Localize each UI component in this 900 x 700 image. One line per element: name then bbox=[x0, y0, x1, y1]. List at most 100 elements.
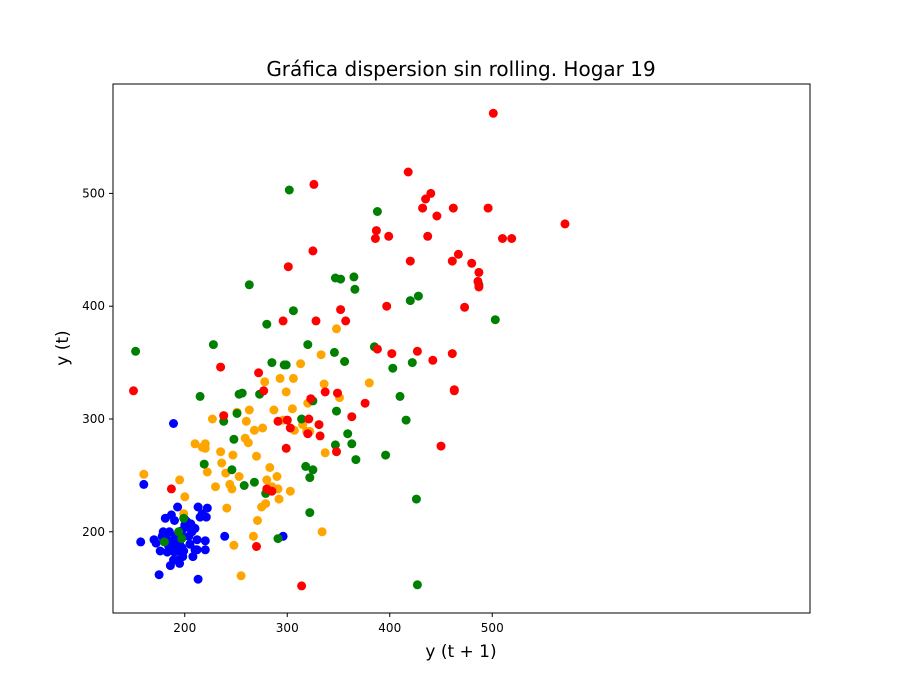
scatter-point bbox=[449, 386, 459, 396]
scatter-point bbox=[211, 482, 220, 492]
scatter-point bbox=[179, 513, 189, 523]
y-tick-label: 200 bbox=[82, 525, 105, 539]
scatter-point bbox=[243, 438, 253, 448]
scatter-point bbox=[320, 387, 330, 397]
scatter-point bbox=[278, 316, 288, 326]
scatter-point bbox=[453, 249, 463, 259]
scatter-point bbox=[460, 302, 470, 312]
scatter-point bbox=[401, 415, 411, 425]
scatter-point bbox=[467, 258, 477, 268]
scatter-point bbox=[222, 503, 232, 513]
scatter-point bbox=[340, 357, 350, 366]
scatter-point bbox=[388, 363, 398, 373]
scatter-point bbox=[332, 324, 341, 334]
scatter-point bbox=[364, 378, 374, 388]
scatter-point bbox=[201, 512, 211, 522]
scatter-point bbox=[269, 405, 279, 415]
scatter-point bbox=[309, 179, 319, 189]
scatter-point bbox=[285, 486, 295, 496]
scatter-point bbox=[447, 349, 457, 359]
scatter-point bbox=[382, 301, 392, 311]
scatter-point bbox=[560, 219, 570, 229]
scatter-point bbox=[192, 545, 202, 555]
scatter-point bbox=[423, 231, 433, 241]
scatter-point bbox=[159, 537, 169, 547]
scatter-point bbox=[244, 280, 254, 290]
x-axis-label: y (t + 1) bbox=[425, 642, 496, 662]
plot-area bbox=[113, 84, 810, 613]
scatter-point bbox=[308, 246, 318, 256]
scatter-point bbox=[405, 256, 415, 266]
scatter-point bbox=[347, 412, 357, 422]
scatter-point bbox=[336, 305, 346, 315]
scatter-point bbox=[320, 448, 330, 458]
plot-frame bbox=[112, 83, 811, 614]
scatter-point bbox=[175, 475, 185, 485]
scatter-point bbox=[131, 346, 141, 356]
scatter-point bbox=[333, 388, 342, 398]
scatter-point bbox=[341, 316, 351, 326]
scatter-point bbox=[297, 414, 307, 424]
scatter-point bbox=[306, 394, 316, 404]
scatter-point bbox=[281, 387, 291, 397]
scatter-point bbox=[483, 203, 493, 213]
scatter-point bbox=[262, 319, 272, 329]
scatter-point bbox=[180, 492, 190, 502]
scatter-point bbox=[260, 377, 270, 387]
scatter-point bbox=[227, 484, 237, 494]
scatter-point bbox=[287, 404, 297, 414]
scatter-point bbox=[329, 347, 339, 357]
scatter-point bbox=[297, 581, 307, 591]
scatter-point bbox=[249, 425, 259, 435]
scatter-point bbox=[351, 455, 361, 465]
scatter-point bbox=[288, 306, 298, 316]
scatter-point bbox=[281, 443, 291, 453]
scatter-point bbox=[177, 534, 187, 544]
scatter-point bbox=[301, 461, 311, 471]
scatter-point bbox=[403, 167, 413, 177]
scatter-point bbox=[305, 508, 315, 518]
scatter-point bbox=[239, 481, 249, 490]
scatter-point bbox=[371, 226, 381, 236]
scatter-point bbox=[303, 340, 313, 350]
scatter-point bbox=[190, 439, 200, 449]
scatter-point bbox=[413, 291, 423, 301]
scatter-point bbox=[347, 439, 357, 449]
scatter-point bbox=[200, 545, 210, 555]
scatter-point bbox=[343, 429, 353, 439]
scatter-point bbox=[314, 420, 324, 430]
scatter-point bbox=[311, 316, 321, 326]
scatter-point bbox=[490, 315, 500, 325]
scatter-point bbox=[136, 537, 146, 547]
scatter-point bbox=[305, 473, 315, 483]
scatter-point bbox=[129, 386, 138, 396]
scatter-point bbox=[234, 472, 244, 481]
scatter-point bbox=[192, 535, 202, 545]
scatter-point bbox=[229, 434, 239, 444]
scatter-point bbox=[288, 373, 298, 383]
scatter-point bbox=[254, 368, 264, 378]
scatter-point bbox=[412, 580, 422, 590]
scatter-point bbox=[219, 411, 229, 421]
scatter-point bbox=[381, 450, 391, 460]
scatter-point bbox=[267, 486, 277, 496]
scatter-point bbox=[428, 355, 438, 365]
scatter-point bbox=[384, 231, 394, 241]
scatter-point bbox=[139, 469, 149, 479]
scatter-point bbox=[317, 527, 327, 537]
scatter-point bbox=[170, 516, 179, 525]
scatter-point bbox=[174, 527, 184, 537]
scatter-point bbox=[316, 350, 326, 360]
scatter-point bbox=[336, 274, 346, 284]
scatter-point bbox=[498, 234, 507, 243]
data-points bbox=[129, 108, 570, 591]
scatter-point bbox=[155, 546, 165, 556]
scatter-point bbox=[474, 282, 484, 292]
scatter-point bbox=[432, 211, 442, 221]
scatter-point bbox=[265, 463, 275, 472]
scatter-point bbox=[200, 536, 210, 546]
scatter-point bbox=[232, 408, 242, 418]
scatter-point bbox=[262, 475, 272, 485]
scatter-point bbox=[173, 502, 183, 512]
